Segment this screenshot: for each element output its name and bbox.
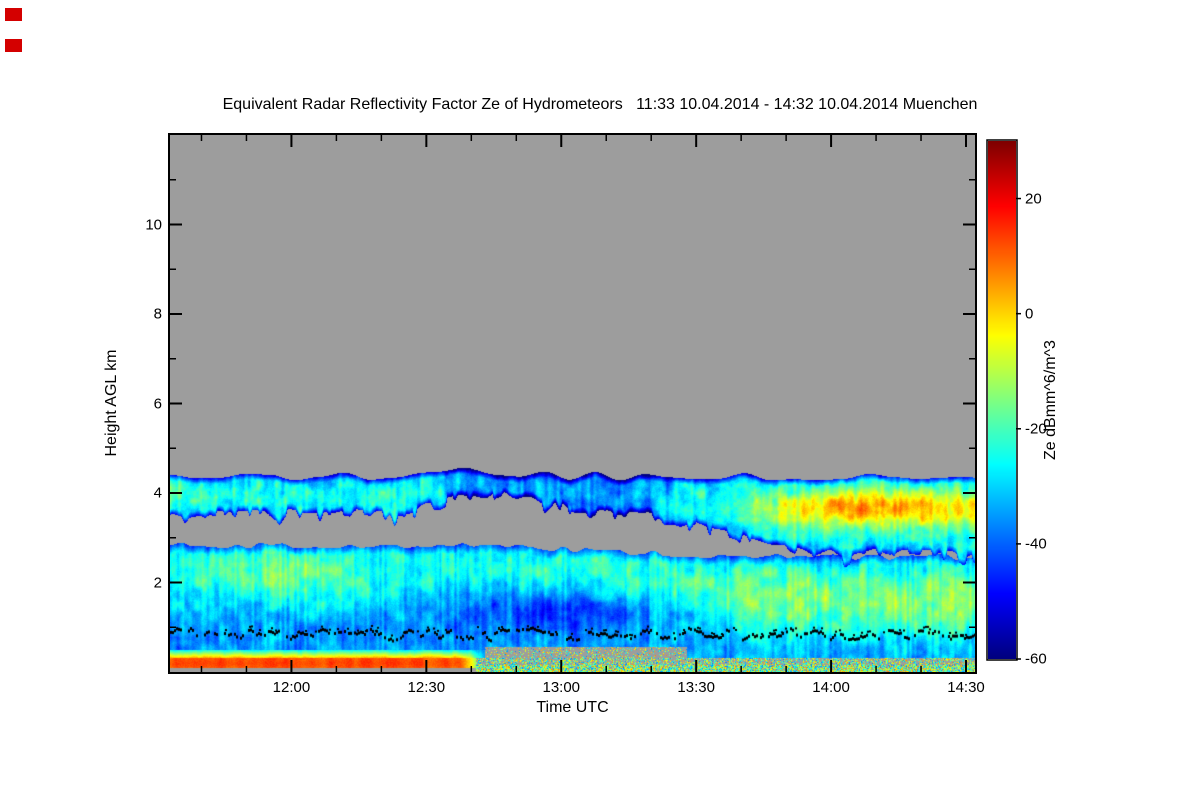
colorbar-tick-label: -40 xyxy=(1025,535,1047,553)
colorbar-gradient xyxy=(988,141,1016,659)
x-tick-label: 14:00 xyxy=(812,679,850,696)
y-tick-label: 2 xyxy=(153,574,162,591)
colorbar-title: Ze dBmm^6/m^3 xyxy=(1042,340,1059,460)
x-tick-label: 12:30 xyxy=(407,679,446,696)
red-square-artifact-top xyxy=(5,8,22,21)
y-tick-label: 6 xyxy=(153,395,162,412)
y-tick-label: 8 xyxy=(153,305,162,323)
x-tick-label: 12:00 xyxy=(272,679,311,696)
x-axis-title: Time UTC xyxy=(536,699,609,716)
y-tick-label: 4 xyxy=(153,484,162,502)
y-axis-title: Height AGL km xyxy=(103,349,120,457)
x-tick-label: 14:30 xyxy=(947,679,985,696)
heatmap-canvas xyxy=(170,135,975,672)
x-tick-label: 13:30 xyxy=(677,679,715,696)
red-square-artifact-bottom xyxy=(5,39,22,52)
colorbar-tick-label: -60 xyxy=(1025,650,1047,668)
colorbar-tick-label: 0 xyxy=(1025,305,1034,323)
y-tick-label: 10 xyxy=(145,216,162,233)
colorbar-tick-label: 20 xyxy=(1025,190,1042,208)
chart-title: Equivalent Radar Reflectivity Factor Ze … xyxy=(222,96,978,113)
colorbar-tick-label: -20 xyxy=(1025,420,1047,438)
x-tick-label: 13:00 xyxy=(542,679,581,696)
